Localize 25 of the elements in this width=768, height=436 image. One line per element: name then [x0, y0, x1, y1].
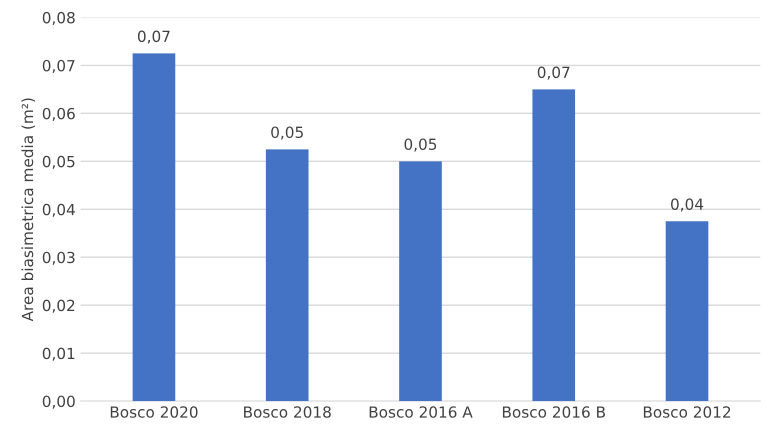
data-label: 0,05 — [404, 138, 436, 152]
y-tick-label: 0,00 — [42, 396, 75, 409]
y-tick-label: 0,03 — [42, 252, 75, 265]
y-tick-label: 0,02 — [42, 300, 74, 313]
bar — [132, 53, 176, 402]
y-tick-label: 0,08 — [42, 12, 75, 26]
bar — [399, 161, 442, 402]
y-tick-label: 0,07 — [42, 60, 74, 73]
data-label: 0,07 — [138, 30, 170, 44]
y-tick-label: 0,01 — [42, 348, 74, 361]
y-axis-title: Area biasimetrica media (m²) — [21, 98, 36, 322]
y-tick-label: 0,06 — [42, 108, 75, 121]
data-label: 0,05 — [271, 126, 303, 140]
bar — [666, 221, 708, 402]
data-label: 0,07 — [538, 66, 570, 80]
bar — [532, 89, 576, 402]
x-tick-label: Bosco 2012 — [644, 406, 730, 418]
x-tick-label: Bosco 2016 B — [502, 406, 605, 418]
x-tick-label: Bosco 2016 A — [370, 406, 473, 418]
y-tick-label: 0,04 — [42, 204, 75, 217]
bar — [266, 149, 309, 402]
y-tick-label: 0,05 — [42, 156, 74, 169]
x-tick-label: Bosco 2018 — [244, 406, 331, 418]
x-tick-label: Bosco 2020 — [110, 406, 198, 418]
data-label: 0,04 — [671, 198, 704, 212]
